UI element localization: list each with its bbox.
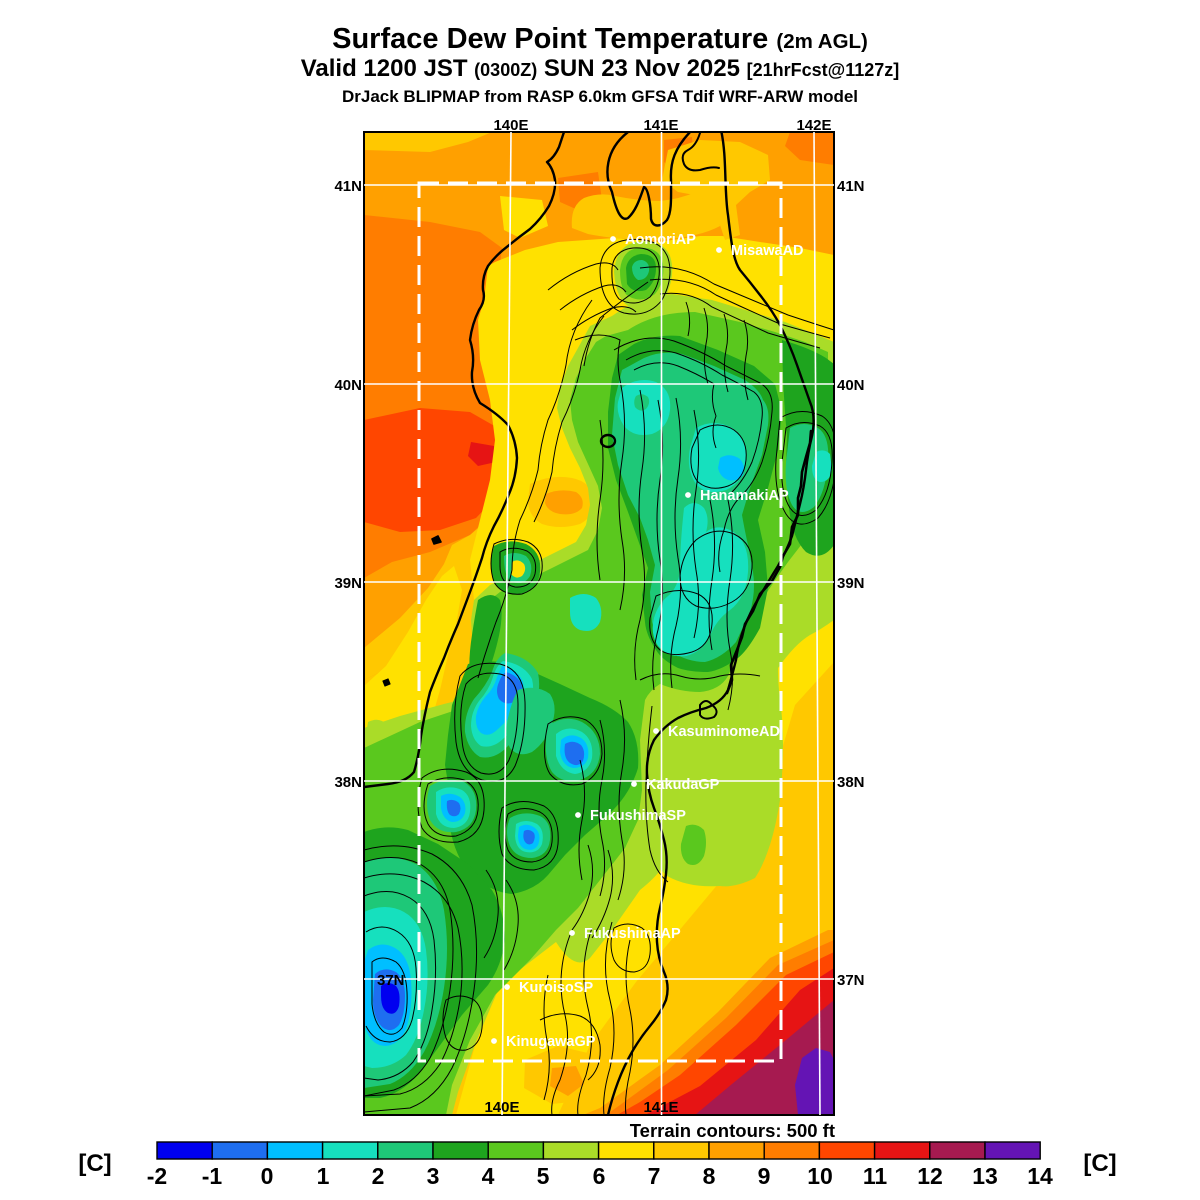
svg-text:37N: 37N [837,972,865,989]
svg-text:-1: -1 [202,1163,223,1189]
svg-text:MisawaAD: MisawaAD [731,243,804,259]
svg-text:38N: 38N [837,774,865,791]
svg-text:HanamakiAP: HanamakiAP [700,488,789,504]
svg-text:8: 8 [703,1163,716,1189]
svg-text:3: 3 [427,1163,440,1189]
svg-text:KakudaGP: KakudaGP [646,777,720,793]
svg-text:10: 10 [807,1163,833,1189]
svg-text:41N: 41N [334,178,362,195]
svg-text:39N: 39N [334,575,362,592]
svg-text:140E: 140E [493,117,528,134]
svg-text:13: 13 [972,1163,998,1189]
svg-text:4: 4 [482,1163,495,1189]
svg-text:KuroisoSP: KuroisoSP [519,980,593,996]
svg-text:[C]: [C] [78,1150,111,1177]
svg-text:-2: -2 [147,1163,167,1189]
svg-text:FukushimaSP: FukushimaSP [590,808,686,824]
svg-text:39N: 39N [837,575,865,592]
svg-text:12: 12 [917,1163,943,1189]
svg-text:9: 9 [758,1163,771,1189]
svg-text:1: 1 [317,1163,330,1189]
svg-text:2: 2 [372,1163,385,1189]
svg-text:38N: 38N [334,774,362,791]
svg-text:140E: 140E [484,1099,519,1116]
svg-text:KinugawaGP: KinugawaGP [506,1034,596,1050]
svg-text:[C]: [C] [1083,1150,1116,1177]
svg-text:40N: 40N [334,377,362,394]
svg-text:7: 7 [648,1163,661,1189]
svg-text:5: 5 [537,1163,550,1189]
svg-text:AomoriAP: AomoriAP [625,232,696,248]
svg-text:142E: 142E [796,117,831,134]
svg-text:141E: 141E [643,1099,678,1116]
svg-text:0: 0 [261,1163,274,1189]
svg-text:Terrain contours: 500 ft: Terrain contours: 500 ft [630,1120,835,1141]
svg-text:FukushimaAP: FukushimaAP [584,926,681,942]
svg-text:14: 14 [1027,1163,1053,1189]
svg-text:11: 11 [863,1163,888,1189]
svg-text:37N: 37N [377,972,405,989]
svg-text:KasuminomeAD: KasuminomeAD [668,724,780,740]
svg-text:141E: 141E [643,117,678,134]
svg-text:41N: 41N [837,178,865,195]
svg-text:40N: 40N [837,377,865,394]
svg-text:6: 6 [593,1163,606,1189]
